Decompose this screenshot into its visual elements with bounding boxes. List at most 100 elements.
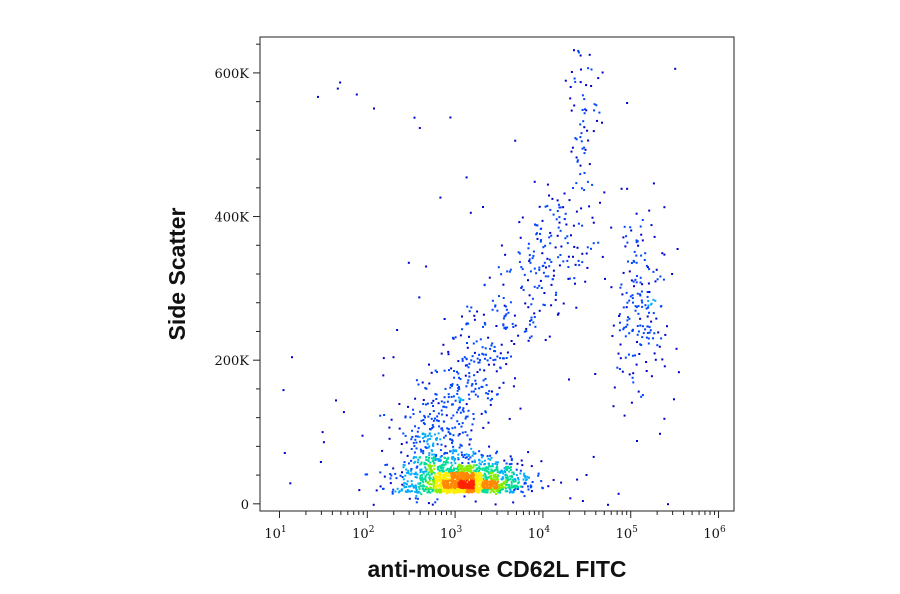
data-point <box>496 488 499 491</box>
data-point <box>429 437 432 440</box>
data-point <box>542 264 545 267</box>
data-point <box>640 395 643 398</box>
data-point <box>471 355 474 358</box>
data-point <box>457 469 460 472</box>
data-point <box>420 450 423 453</box>
data-point <box>496 463 499 466</box>
data-point <box>456 473 459 475</box>
data-point <box>447 468 450 471</box>
data-point <box>445 474 448 477</box>
data-point <box>629 226 632 229</box>
data-point <box>531 297 534 300</box>
data-point <box>631 329 634 332</box>
data-point <box>580 68 582 71</box>
data-point <box>464 431 467 434</box>
data-point <box>427 471 430 474</box>
data-point <box>434 417 436 420</box>
data-point <box>451 455 454 458</box>
data-point <box>435 398 438 400</box>
data-point <box>499 366 502 369</box>
data-point <box>462 455 465 458</box>
data-point <box>472 471 475 474</box>
data-point <box>405 491 408 493</box>
data-point <box>588 163 591 166</box>
data-point <box>491 397 493 400</box>
data-point <box>552 213 555 216</box>
data-point <box>414 476 417 478</box>
data-point <box>449 467 452 470</box>
data-point <box>428 490 431 493</box>
data-point <box>482 206 484 208</box>
data-point <box>424 462 427 465</box>
data-point <box>521 268 524 271</box>
data-point <box>477 471 480 474</box>
data-point <box>477 480 480 483</box>
data-point <box>412 457 415 460</box>
data-point <box>528 294 531 297</box>
data-point <box>429 470 431 473</box>
data-point <box>639 294 642 297</box>
data-point <box>466 415 469 418</box>
data-point <box>489 465 492 468</box>
data-point <box>477 482 480 485</box>
data-point <box>508 463 511 466</box>
data-point <box>401 483 404 486</box>
data-point <box>584 280 587 283</box>
data-point <box>443 475 446 477</box>
data-point <box>481 489 484 492</box>
data-point <box>291 356 293 359</box>
data-point <box>506 469 508 472</box>
data-point <box>529 270 532 273</box>
data-point <box>579 164 582 167</box>
data-point <box>485 485 488 488</box>
data-point <box>451 477 454 480</box>
data-point <box>515 474 518 477</box>
data-point <box>484 347 487 350</box>
data-point <box>465 357 468 360</box>
data-point <box>413 485 416 488</box>
data-point <box>480 474 483 477</box>
data-point <box>471 454 474 457</box>
data-point <box>412 485 415 488</box>
data-point <box>632 280 635 283</box>
data-point <box>461 315 463 318</box>
data-point <box>428 382 431 385</box>
data-point <box>554 298 557 301</box>
data-point <box>431 427 434 430</box>
data-point <box>414 497 417 500</box>
data-point <box>535 233 538 236</box>
data-point <box>454 458 457 460</box>
data-point <box>430 457 433 460</box>
data-point <box>436 443 439 446</box>
data-point <box>502 472 505 475</box>
data-point <box>436 468 439 471</box>
data-point <box>459 443 462 446</box>
data-point <box>474 473 477 476</box>
data-point <box>445 492 448 495</box>
data-point <box>530 303 533 306</box>
data-point <box>491 342 494 345</box>
data-point <box>431 453 434 456</box>
data-point <box>499 491 502 494</box>
data-point <box>568 199 571 202</box>
data-point <box>586 129 589 132</box>
data-point <box>544 205 547 208</box>
data-point <box>465 488 468 491</box>
data-point <box>485 466 488 469</box>
data-point <box>506 483 508 486</box>
data-point <box>458 401 461 404</box>
data-point <box>396 487 399 490</box>
data-point <box>496 461 499 464</box>
data-point <box>459 474 462 477</box>
data-point <box>610 286 613 289</box>
data-point <box>647 282 650 285</box>
data-point <box>457 487 460 490</box>
data-point <box>432 456 435 459</box>
data-point <box>484 411 487 414</box>
data-point <box>625 235 628 238</box>
data-point <box>627 260 629 263</box>
data-point <box>588 53 591 56</box>
data-point <box>511 476 513 479</box>
data-point <box>482 482 485 485</box>
data-point <box>527 247 530 250</box>
